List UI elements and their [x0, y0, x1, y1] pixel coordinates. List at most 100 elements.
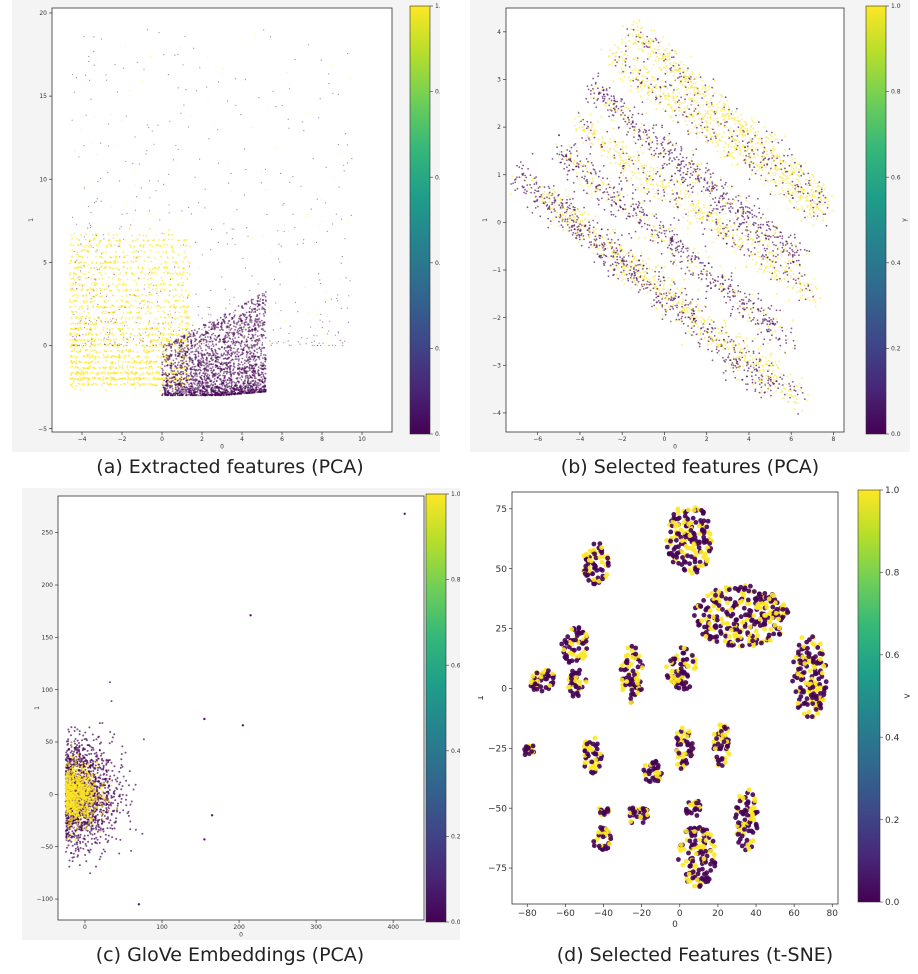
scatter-point	[137, 237, 139, 239]
scatter-point	[84, 367, 87, 370]
scatter-point	[95, 59, 97, 61]
scatter-point	[201, 333, 203, 335]
scatter-point	[101, 277, 104, 280]
scatter-point	[131, 305, 134, 307]
scatter-point	[249, 363, 251, 366]
scatter-point	[213, 321, 215, 324]
scatter-point	[85, 297, 88, 299]
scatter-point	[572, 220, 575, 223]
scatter-point	[165, 357, 168, 359]
scatter-point	[132, 219, 134, 221]
scatter-point	[251, 333, 254, 336]
scatter-point	[207, 336, 209, 338]
scatter-point	[81, 305, 83, 308]
scatter-point	[561, 216, 564, 219]
scatter-point	[249, 330, 252, 332]
scatter-point	[335, 213, 337, 215]
scatter-point	[95, 290, 98, 293]
scatter-point	[143, 304, 145, 306]
scatter-point	[167, 333, 170, 336]
scatter-point	[156, 371, 159, 374]
scatter-point	[678, 320, 681, 322]
scatter-point	[294, 59, 296, 61]
scatter-point	[179, 380, 182, 383]
scatter-point	[204, 383, 207, 385]
scatter-point	[100, 142, 102, 144]
scatter-point	[206, 357, 208, 359]
scatter-point	[340, 262, 342, 264]
scatter-point	[73, 313, 75, 316]
scatter-point	[161, 371, 164, 374]
scatter-point	[332, 336, 334, 338]
scatter-point	[233, 352, 236, 355]
scatter-point	[132, 202, 134, 204]
scatter-point	[146, 325, 148, 327]
scatter-point	[227, 391, 230, 393]
scatter-point	[212, 363, 215, 366]
scatter-point	[183, 392, 186, 394]
scatter-point	[136, 311, 138, 314]
scatter-point	[96, 288, 98, 290]
scatter-point	[237, 332, 240, 335]
scatter-point	[157, 251, 159, 254]
scatter-point	[581, 238, 583, 240]
scatter-point	[69, 333, 72, 336]
scatter-point	[73, 344, 75, 347]
scatter-point	[120, 306, 122, 309]
scatter-point	[229, 393, 232, 396]
scatter-point	[110, 368, 112, 370]
scatter-point	[112, 305, 115, 308]
scatter-point	[264, 354, 267, 356]
scatter-point	[182, 341, 185, 344]
scatter-point	[97, 355, 100, 358]
x-tick-label: −2	[118, 436, 127, 443]
scatter-point	[121, 338, 124, 340]
scatter-point	[71, 119, 73, 121]
scatter-point	[193, 344, 195, 346]
scatter-point	[203, 353, 206, 356]
scatter-point	[342, 342, 344, 344]
scatter-point	[111, 304, 114, 307]
scatter-point	[758, 366, 760, 369]
scatter-point	[247, 235, 249, 237]
scatter-point	[275, 106, 277, 108]
scatter-point	[198, 373, 201, 375]
scatter-point	[213, 337, 216, 340]
scatter-point	[229, 377, 231, 380]
scatter-point	[695, 319, 698, 322]
scatter-point	[219, 316, 222, 319]
scatter-point	[91, 343, 93, 345]
scatter-point	[345, 133, 347, 135]
scatter-point	[258, 346, 261, 349]
scatter-point	[149, 277, 152, 280]
scatter-point	[126, 338, 128, 340]
scatter-point	[247, 362, 250, 364]
scatter-point	[134, 387, 136, 390]
scatter-point	[148, 291, 150, 293]
scatter-point	[158, 337, 160, 339]
scatter-point	[252, 358, 255, 361]
scatter-point	[192, 363, 195, 366]
scatter-point	[200, 352, 202, 355]
scatter-point	[262, 391, 264, 393]
scatter-point	[328, 330, 330, 332]
scatter-point	[227, 322, 230, 325]
scatter-point	[301, 121, 303, 123]
scatter-point	[119, 228, 121, 230]
scatter-point	[100, 339, 103, 342]
scatter-point	[201, 317, 203, 319]
scatter-point	[167, 393, 170, 396]
scatter-point	[69, 305, 72, 308]
scatter-point	[203, 377, 206, 379]
scatter-point	[205, 379, 208, 381]
scatter-point	[331, 223, 334, 225]
scatter-point	[83, 35, 85, 38]
scatter-point	[140, 340, 142, 342]
scatter-point	[209, 353, 212, 355]
scatter-point	[242, 257, 244, 259]
scatter-point	[315, 241, 318, 244]
scatter-point	[308, 111, 310, 114]
scatter-point	[119, 256, 121, 258]
scatter-point	[94, 282, 96, 284]
scatter-point	[88, 367, 90, 370]
